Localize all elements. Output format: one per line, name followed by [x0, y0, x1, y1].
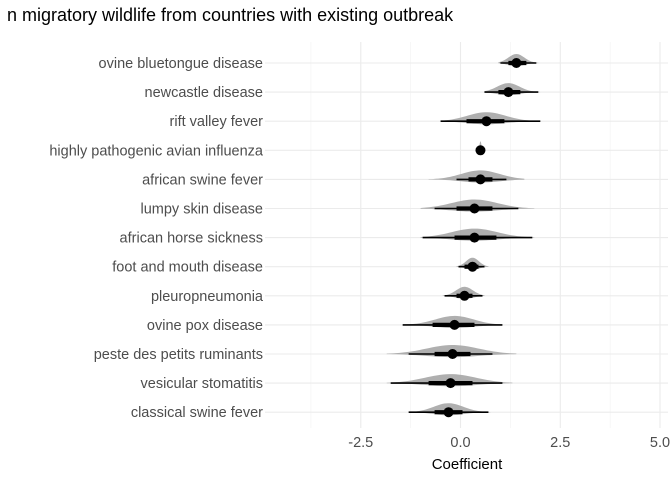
- y-tick-label: african swine fever: [142, 172, 263, 188]
- point-estimate: [469, 232, 480, 243]
- y-tick-label: vesicular stomatitis: [141, 376, 263, 392]
- y-tick-label: ovine bluetongue disease: [99, 56, 263, 72]
- point-estimate: [467, 261, 478, 272]
- y-tick-label: foot and mouth disease: [112, 260, 263, 276]
- y-tick-label: african horse sickness: [120, 231, 263, 247]
- y-tick-label: lumpy skin disease: [141, 202, 264, 218]
- y-tick-label: newcastle disease: [145, 85, 264, 101]
- point-estimate: [503, 87, 514, 98]
- y-tick-label: peste des petits ruminants: [94, 347, 263, 363]
- x-tick-label: 2.5: [550, 435, 570, 451]
- y-tick-label: classical swine fever: [131, 405, 263, 421]
- x-tick-label: 5.0: [650, 435, 670, 451]
- y-tick-label: pleuropneumonia: [151, 289, 264, 305]
- x-tick-label: -2.5: [348, 435, 373, 451]
- point-estimate: [445, 378, 456, 389]
- point-layer: [443, 58, 522, 418]
- y-axis-ticks: ovine bluetongue disease newcastle diseas…: [49, 56, 264, 421]
- point-estimate: [447, 349, 458, 359]
- point-estimate: [475, 145, 486, 156]
- x-axis-ticks: -2.5 0.0 2.5 5.0: [348, 435, 670, 451]
- point-estimate: [475, 174, 486, 185]
- y-tick-label: rift valley fever: [170, 114, 264, 130]
- y-tick-label: ovine pox disease: [147, 318, 263, 334]
- x-axis-label: Coefficient: [432, 456, 503, 473]
- density-layer: [386, 54, 541, 416]
- point-estimate: [481, 116, 492, 127]
- point-estimate: [469, 203, 480, 214]
- chart-title: n migratory wildlife from countries with…: [7, 5, 454, 25]
- point-estimate: [443, 407, 454, 418]
- x-tick-label: 0.0: [450, 435, 470, 451]
- point-estimate: [511, 58, 522, 68]
- point-estimate: [449, 319, 460, 330]
- y-tick-label: highly pathogenic avian influenza: [49, 143, 264, 159]
- point-estimate: [459, 290, 470, 301]
